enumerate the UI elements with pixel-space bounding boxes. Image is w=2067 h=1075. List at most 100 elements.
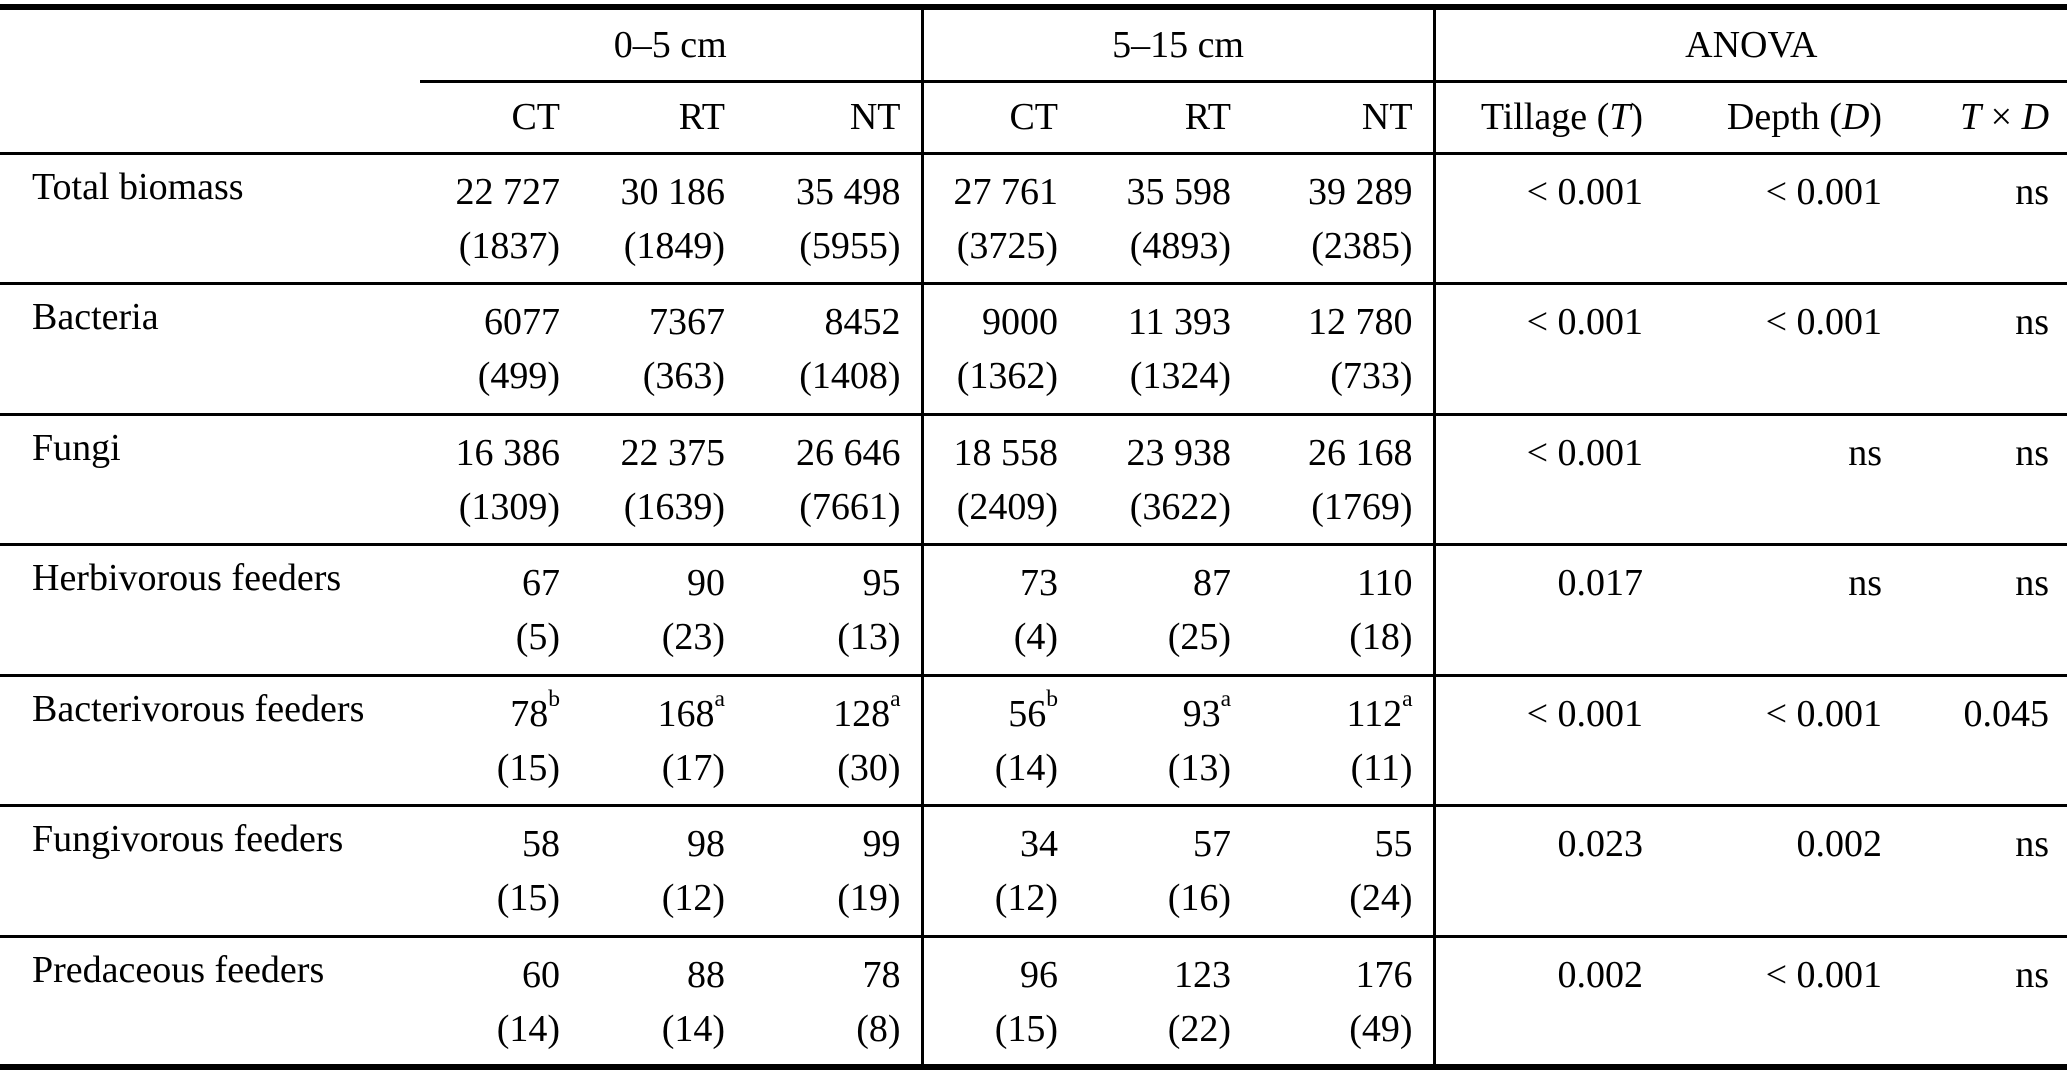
- cell-value: 35 598: [1126, 170, 1232, 213]
- cell-standard-error: (733): [1330, 355, 1413, 398]
- value-cell: 12 780 (733): [1251, 283, 1435, 416]
- cell-standard-error: (12): [994, 877, 1059, 920]
- cell-standard-error: (4893): [1129, 224, 1232, 267]
- anova-p-value-cell: < 0.001: [1432, 153, 1664, 286]
- value-cell: 96 (15): [920, 936, 1079, 1067]
- cell-standard-error: (3622): [1129, 485, 1232, 528]
- value-cell: 88 (14): [580, 936, 745, 1067]
- value-cell: 11 393 (1324): [1078, 283, 1252, 416]
- value-cell: 18 558 (2409): [920, 414, 1079, 547]
- anova-p-value-cell: < 0.001: [1765, 953, 1883, 996]
- value-cell: 90 (23): [580, 544, 745, 677]
- cell-standard-error: (363): [642, 355, 725, 398]
- value-cell: 78b (15): [420, 675, 580, 808]
- cell-value: 55: [1374, 823, 1413, 866]
- table-header: 0–5 cm 5–15 cm ANOVA CT RT NT CT RT NT T…: [0, 7, 2067, 155]
- value-cell: 176 (49): [1251, 936, 1434, 1067]
- anova-p-value-cell: < 0.001: [1663, 675, 1903, 808]
- value-cell: 23 938 (3622): [1078, 414, 1252, 547]
- cell-standard-error: (23): [661, 616, 725, 659]
- cell-standard-error: (3725): [956, 224, 1059, 267]
- cell-standard-error: (5955): [799, 224, 901, 267]
- anova-p-value-cell: ns: [1902, 414, 2067, 547]
- cell-value: 112: [1346, 692, 1403, 735]
- header-italic-d: D: [2021, 96, 2050, 138]
- cell-value: 57: [1193, 823, 1232, 866]
- column-header-row: CT RT NT CT RT NT Tillage (T) Depth (D) …: [0, 81, 2067, 155]
- value-cell: 55 (24): [1251, 805, 1435, 938]
- anova-p-value-cell: 0.002: [1432, 936, 1664, 1067]
- cell-standard-error: (13): [1167, 746, 1232, 789]
- value-cell: 110 (18): [1251, 544, 1435, 677]
- cell-standard-error: (5): [515, 616, 560, 659]
- significance-letter: a: [714, 686, 725, 713]
- header-text: Depth (: [1726, 96, 1842, 138]
- anova-p-value-cell: < 0.001: [1663, 283, 1903, 416]
- group-header-depth2: 5–15 cm: [920, 7, 1435, 83]
- col-header-txd: T × D: [1902, 81, 2067, 155]
- cell-value: 58: [522, 823, 560, 866]
- cell-standard-error: (25): [1167, 616, 1232, 659]
- anova-p-value-cell: < 0.001: [1663, 153, 1903, 286]
- cell-value: 73: [1020, 562, 1059, 605]
- cell-value: 23 938: [1126, 431, 1232, 474]
- cell-value: 67: [522, 562, 560, 605]
- cell-standard-error: (1324): [1129, 355, 1232, 398]
- group-header-anova: ANOVA: [1432, 7, 2067, 83]
- value-cell: 123 (22): [1078, 936, 1251, 1067]
- cell-standard-error: (1769): [1311, 485, 1413, 528]
- header-text: ): [1869, 96, 1883, 138]
- anova-p-value-cell: ns: [1663, 414, 1903, 547]
- cell-value: 18 558: [953, 431, 1059, 474]
- cell-standard-error: (17): [661, 746, 725, 789]
- cell-value: 27 761: [953, 170, 1059, 213]
- cell-value: 128: [833, 692, 891, 735]
- cell-standard-error: (2385): [1311, 224, 1413, 267]
- cell-value: 78: [862, 953, 901, 996]
- cell-value: 88: [687, 953, 725, 996]
- cell-standard-error: (22): [1167, 1007, 1232, 1050]
- row-label: Herbivorous feeders: [0, 544, 420, 677]
- col-header-d1-nt: NT: [745, 81, 923, 155]
- header-text: ): [1630, 96, 1644, 138]
- value-cell: 128a (30): [745, 675, 923, 808]
- table-row: Bacterivorous feeders 78b (15) 168a (17) 128a…: [0, 675, 2067, 808]
- value-cell: 7367 (363): [580, 283, 745, 416]
- value-cell: 35 598 (4893): [1078, 153, 1252, 286]
- cell-value: 8452: [824, 301, 901, 344]
- cell-value: 56: [1008, 692, 1047, 735]
- table-row: Fungivorous feeders 58 (15) 98 (12) 99 (19) 34 (…: [0, 805, 2067, 938]
- header-italic-t: T: [1960, 96, 1982, 138]
- value-cell: 87 (25): [1078, 544, 1252, 677]
- row-label: Fungivorous feeders: [0, 805, 420, 938]
- group-header-depth1: 0–5 cm: [420, 7, 923, 83]
- anova-p-value-cell: < 0.001: [1432, 283, 1664, 416]
- value-cell: 95 (13): [745, 544, 923, 677]
- anova-p-value-cell: ns: [2015, 953, 2050, 996]
- significance-letter: a: [890, 686, 901, 713]
- value-cell: 8452 (1408): [745, 283, 923, 416]
- anova-table: 0–5 cm 5–15 cm ANOVA CT RT NT CT RT NT T…: [0, 4, 2067, 1070]
- cell-value: 176: [1355, 953, 1413, 996]
- cell-value: 12 780: [1308, 301, 1413, 344]
- anova-p-value-cell: 0.017: [1432, 544, 1664, 677]
- value-cell: 99 (19): [745, 805, 923, 938]
- significance-letter: a: [1402, 686, 1413, 713]
- cell-standard-error: (1837): [458, 224, 560, 267]
- cell-standard-error: (15): [496, 746, 560, 789]
- cell-standard-error: (1309): [458, 485, 560, 528]
- row-label: Bacterivorous feeders: [0, 675, 420, 808]
- value-cell: 30 186 (1849): [580, 153, 745, 286]
- cell-standard-error: (18): [1349, 616, 1413, 659]
- cell-value: 78: [510, 692, 549, 735]
- value-cell: 39 289 (2385): [1251, 153, 1435, 286]
- cell-value: 98: [687, 823, 725, 866]
- col-header-d2-ct: CT: [920, 81, 1079, 155]
- anova-p-value-cell: ns: [1902, 544, 2067, 677]
- group-header-row: 0–5 cm 5–15 cm ANOVA: [0, 7, 2067, 83]
- cell-standard-error: (16): [1167, 877, 1232, 920]
- cell-standard-error: (30): [837, 746, 901, 789]
- table-row: Bacteria 6077 (499) 7367 (363) 8452 (1408) 9000…: [0, 283, 2067, 416]
- anova-p-value-cell: ns: [1902, 805, 2067, 938]
- cell-standard-error: (7661): [799, 485, 901, 528]
